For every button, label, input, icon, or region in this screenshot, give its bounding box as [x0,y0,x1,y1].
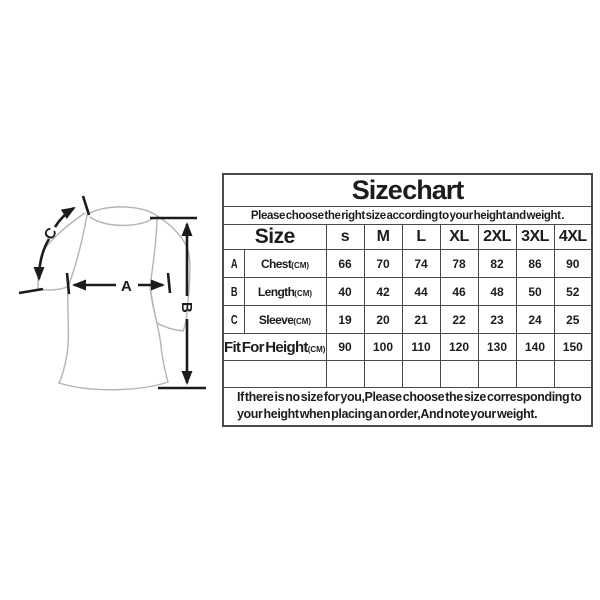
size-header-2xl: 2XL [477,224,517,250]
fit-height-value: 140 [515,333,555,361]
letter-b-text: B [230,284,238,299]
sleeve-arrow [18,195,91,295]
empty-cell [325,360,365,388]
sleeve-value: 21 [401,305,441,334]
note-cell: If there is no size for you,Please choos… [222,387,593,426]
sleeve-label: Sleeve(CM) [243,305,327,334]
sleeve-value: 23 [477,305,517,334]
fit-height-value: 100 [363,333,403,361]
size-header-3xl: 3XL [515,224,555,250]
length-value: 46 [439,277,479,306]
note-line-1: If there is no size for you,Please choos… [237,389,582,404]
size-header-xl: XL [439,224,479,250]
empty-cell [515,360,555,388]
sleeve-label-text: Sleeve [258,312,294,327]
label-c: C [41,225,61,243]
chest-row: A Chest(CM) 66 70 74 78 82 86 90 [222,249,593,278]
chest-label: Chest(CM) [243,249,327,278]
letter-c-text: C [230,312,238,327]
fit-height-value: 90 [325,333,365,361]
length-label: Length(CM) [243,277,327,306]
label-a: A [121,278,132,295]
fit-height-value: 120 [439,333,479,361]
chart-title: Size chart [222,173,593,207]
sleeve-value: 24 [515,305,555,334]
chest-value: 90 [553,249,593,278]
empty-cell [401,360,441,388]
empty-cell [363,360,403,388]
fit-height-value: 150 [553,333,593,361]
chest-value: 82 [477,249,517,278]
length-value: 44 [401,277,441,306]
chest-value: 70 [363,249,403,278]
empty-cell [477,360,517,388]
label-b: B [178,302,195,313]
fit-height-value: 130 [477,333,517,361]
size-chart-panel: Size chart Please choose the right size … [222,173,594,427]
length-unit: (CM) [294,288,313,298]
letter-a-text: A [230,256,238,271]
size-header-s: s [325,224,365,250]
fit-height-label-text: Fit For Height [224,338,308,356]
note-line-2: your height when placing an order,And no… [237,407,538,422]
size-header-4xl: 4XL [553,224,593,250]
row-letter-a: A [222,249,245,278]
chest-value: 74 [401,249,441,278]
length-value: 50 [515,277,555,306]
length-value: 48 [477,277,517,306]
row-letter-b: B [222,277,245,306]
empty-cell [439,360,479,388]
sleeve-value: 20 [363,305,403,334]
tshirt-outline [37,206,191,391]
fit-height-label: Fit For Height(CM) [222,333,327,361]
chart-subtitle: Please choose the right size according t… [222,206,593,225]
chest-value: 66 [325,249,365,278]
sleeve-value: 25 [553,305,593,334]
chest-value: 78 [439,249,479,278]
row-letter-c: C [222,305,245,334]
size-column-header: Size [222,224,327,250]
size-header-m: M [363,224,403,250]
size-table: Size chart Please choose the right size … [222,173,594,427]
sleeve-value: 22 [439,305,479,334]
sleeve-value: 19 [325,305,365,334]
empty-cell [222,360,327,388]
empty-cell [553,360,593,388]
fit-height-value: 110 [401,333,441,361]
sleeve-row: C Sleeve(CM) 19 20 21 22 23 24 25 [222,305,593,334]
length-value: 40 [325,277,365,306]
chest-label-text: Chest [260,256,292,271]
length-row: B Length(CM) 40 42 44 46 48 50 52 [222,277,593,306]
length-arrow [150,216,206,390]
fit-height-unit: (CM) [307,344,326,354]
size-header-l: L [401,224,441,250]
empty-row [222,360,593,388]
chest-value: 86 [515,249,555,278]
tshirt-diagram: A B C [10,186,222,404]
fit-height-row: Fit For Height(CM) 90 100 110 120 130 14… [222,333,593,361]
length-value: 42 [363,277,403,306]
chest-unit: (CM) [291,260,310,270]
length-value: 52 [553,277,593,306]
sleeve-unit: (CM) [293,316,312,326]
note-row: If there is no size for you,Please choos… [222,387,593,426]
length-label-text: Length [257,284,295,299]
chest-arrow [65,272,172,295]
